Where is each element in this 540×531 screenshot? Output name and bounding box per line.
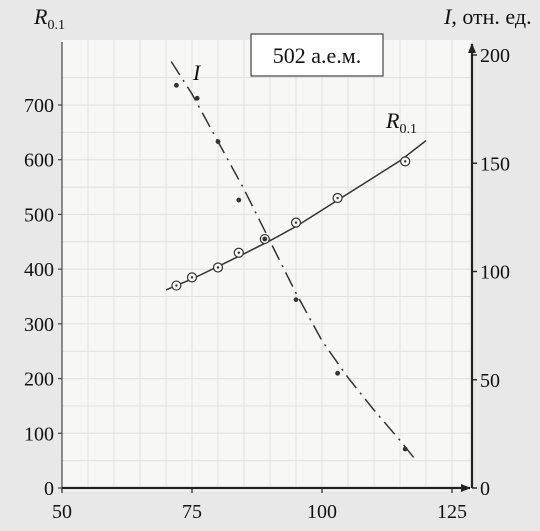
point-I [194, 95, 200, 101]
y-left-tick-label: 200 [24, 369, 54, 391]
chart-title: 502 а.е.м. [273, 43, 361, 68]
point-center-R0.1 [216, 266, 220, 269]
title-box [250, 33, 384, 77]
point-I [236, 197, 242, 203]
y-right-symbol: I [443, 4, 453, 29]
series-R-symbol: R [385, 108, 400, 133]
series-label-I: I [192, 60, 202, 85]
point-center-R0.1 [294, 221, 298, 224]
y-right-tick-label: 200 [480, 45, 510, 67]
grid [62, 40, 472, 488]
y-left-tick-label: 400 [24, 259, 54, 281]
point-I [174, 82, 179, 88]
y-right-tick-label: 0 [480, 478, 490, 500]
y-left-tick-label: 700 [24, 95, 54, 117]
point-I [335, 370, 340, 376]
point-I [293, 297, 299, 303]
y-axis-left-label: R0.1 [33, 4, 65, 33]
y-right-tick-label: 50 [480, 370, 500, 392]
y-left-subscript: 0.1 [47, 18, 65, 33]
point-center-R0.1 [237, 251, 240, 254]
point-center-R0.1 [336, 196, 339, 200]
x-tick-label: 50 [52, 501, 72, 523]
point-I [215, 139, 221, 145]
point-I [402, 446, 408, 452]
y-left-tick-label: 0 [44, 478, 54, 500]
y-left-tick-label: 100 [24, 423, 54, 445]
y-left-tick-label: 600 [24, 150, 54, 172]
y-right-tick-label: 150 [480, 153, 510, 175]
series-label-R: R0.1 [385, 108, 417, 137]
series-R-subscript: 0.1 [399, 122, 417, 137]
x-tick-label: 75 [182, 501, 202, 523]
y-left-symbol: R [33, 4, 48, 29]
y-left-tick-label: 300 [24, 314, 54, 336]
points [171, 82, 411, 452]
x-tick-label: 125 [437, 501, 467, 523]
x-tick-label: 100 [307, 501, 337, 523]
point-center-R0.1 [404, 160, 407, 163]
point-center-R0.1 [190, 276, 194, 279]
ticks: 50 75 100 125010020030040050060070005010015… [24, 45, 510, 523]
axes [61, 42, 476, 492]
point-I [262, 236, 268, 242]
y-axis-right-label: I, отн. ед. [443, 4, 532, 29]
series-line-I [170, 61, 417, 461]
y-right-tick-label: 100 [480, 262, 510, 284]
y-left-tick-label: 500 [24, 204, 54, 226]
y-right-rest: , отн. ед. [451, 4, 531, 29]
point-center-R0.1 [175, 284, 178, 287]
plot-background [62, 40, 472, 491]
